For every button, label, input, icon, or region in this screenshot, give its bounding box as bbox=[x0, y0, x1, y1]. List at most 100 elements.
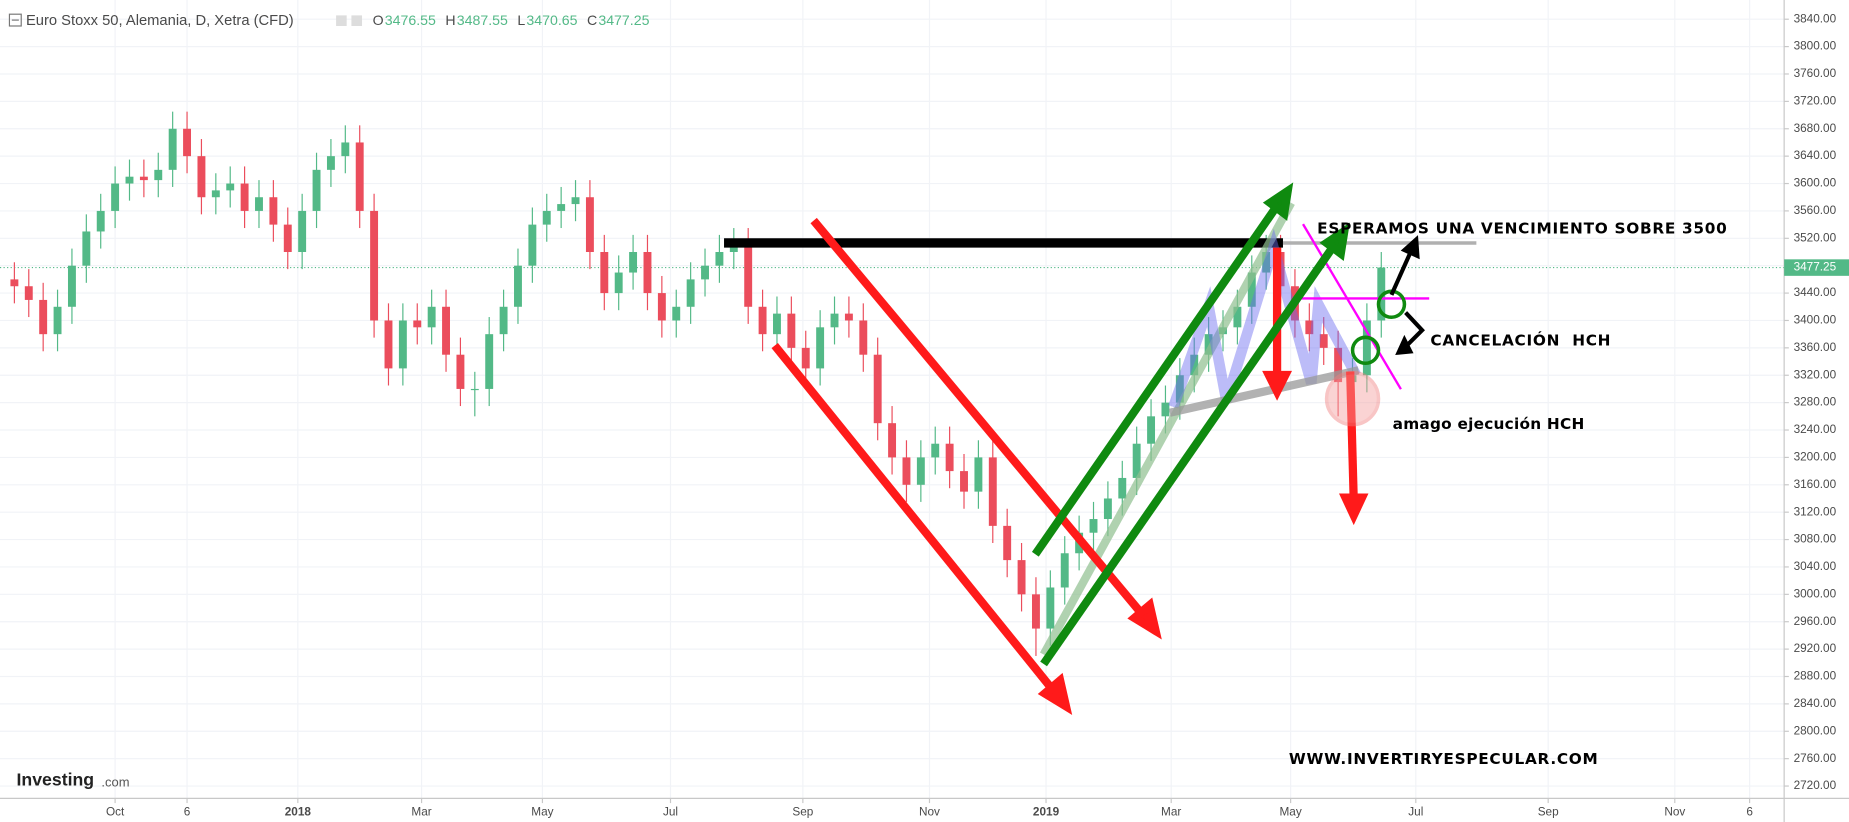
candle-body bbox=[945, 443, 954, 472]
x-tick-label: 6 bbox=[1746, 806, 1753, 819]
highlight-circle bbox=[1324, 370, 1381, 427]
candle-body bbox=[614, 272, 623, 294]
candle-body bbox=[988, 457, 997, 526]
candle-body bbox=[1319, 334, 1328, 348]
ohlc-key: O bbox=[373, 12, 384, 28]
x-tick-label: Nov bbox=[1664, 806, 1685, 819]
icon[interactable] bbox=[336, 15, 347, 26]
y-tick-label: 3680.00 bbox=[1794, 122, 1837, 135]
candle-body bbox=[1118, 477, 1127, 499]
trend-line bbox=[1302, 223, 1402, 390]
candle-body bbox=[744, 245, 753, 307]
candle-body bbox=[211, 190, 220, 198]
candle-body bbox=[701, 265, 709, 280]
y-tick-label: 3000.00 bbox=[1794, 587, 1837, 600]
candle-body bbox=[255, 197, 263, 211]
x-tick-label: Jul bbox=[1408, 806, 1423, 819]
candle-body bbox=[183, 128, 192, 157]
logo: Investing bbox=[17, 769, 95, 789]
candle-body bbox=[1175, 375, 1184, 403]
candle-body bbox=[326, 156, 335, 170]
y-tick-label: 3320.00 bbox=[1794, 368, 1837, 381]
arrow bbox=[1346, 371, 1358, 501]
candle-body bbox=[298, 210, 307, 253]
candle-body bbox=[398, 320, 407, 369]
candle-body bbox=[312, 169, 321, 211]
arrowhead bbox=[1262, 182, 1294, 221]
x-tick-label: Mar bbox=[1161, 806, 1181, 819]
candle-body bbox=[1132, 443, 1141, 478]
y-tick-label: 2960.00 bbox=[1794, 615, 1837, 628]
ohlc-value: 3487.55 bbox=[457, 12, 508, 28]
candle-body bbox=[53, 306, 62, 335]
x-tick-label: Sep bbox=[1538, 806, 1559, 819]
candle-body bbox=[82, 231, 91, 266]
candle-body bbox=[125, 176, 134, 184]
candle-body bbox=[787, 313, 796, 348]
candle-body bbox=[600, 252, 609, 294]
axes: 2720.00 2760.00 2800.00 2840.00 2880.00 2920.… bbox=[106, 12, 1849, 819]
icon[interactable] bbox=[351, 15, 363, 26]
arrow bbox=[1401, 311, 1425, 351]
neckline bbox=[1168, 366, 1360, 417]
candle-body bbox=[1147, 416, 1156, 444]
candle-body bbox=[960, 471, 968, 492]
candle-body bbox=[168, 128, 177, 170]
arrow bbox=[771, 342, 1060, 698]
candle-body bbox=[672, 306, 681, 321]
candle-body bbox=[686, 279, 695, 307]
candle-body bbox=[758, 306, 767, 335]
annotation: CANCELACIÓN HCH bbox=[1430, 330, 1611, 349]
candle-body bbox=[1060, 553, 1069, 588]
arrowhead bbox=[1338, 493, 1369, 526]
y-tick-label: 3400.00 bbox=[1794, 314, 1837, 327]
candle-body bbox=[197, 156, 206, 198]
candle-body bbox=[427, 306, 436, 328]
candle-body bbox=[830, 313, 839, 328]
channel-line bbox=[1039, 200, 1295, 657]
y-tick-label: 3040.00 bbox=[1794, 560, 1837, 573]
ohlc-value: 3470.65 bbox=[526, 12, 577, 28]
candle-body bbox=[1362, 320, 1371, 376]
x-tick-label: 6 bbox=[184, 806, 191, 819]
ohlc-key: C bbox=[587, 12, 597, 28]
ohlc-value: 3477.25 bbox=[598, 12, 649, 28]
y-tick-label: 3360.00 bbox=[1794, 341, 1837, 354]
arrow bbox=[1040, 241, 1339, 667]
candle-body bbox=[384, 320, 393, 369]
candle-body bbox=[873, 354, 882, 424]
x-tick-label: Jul bbox=[663, 806, 678, 819]
candle-body bbox=[341, 142, 350, 157]
last-price-tag bbox=[1784, 259, 1849, 276]
y-tick-label: 3720.00 bbox=[1794, 94, 1837, 107]
candle-body bbox=[269, 197, 278, 225]
y-tick-label: 3600.00 bbox=[1794, 177, 1837, 190]
candle-body bbox=[485, 334, 494, 389]
candle-body bbox=[442, 306, 450, 355]
candle-body bbox=[528, 224, 537, 266]
candle-body bbox=[499, 306, 508, 335]
candle-body bbox=[816, 327, 825, 369]
candle-body bbox=[370, 210, 379, 321]
highlight-circle bbox=[1350, 335, 1381, 366]
candle-body bbox=[139, 176, 148, 181]
y-tick-label: 3800.00 bbox=[1794, 40, 1837, 53]
candle-body bbox=[542, 210, 551, 225]
arrow bbox=[1031, 201, 1282, 557]
y-tick-label: 3640.00 bbox=[1794, 149, 1837, 162]
candle-body bbox=[1305, 320, 1314, 335]
x-tick-label: May bbox=[531, 806, 553, 819]
y-tick-label: 3520.00 bbox=[1794, 231, 1837, 244]
logo: .com bbox=[101, 774, 129, 789]
x-tick-label: Oct bbox=[106, 806, 125, 819]
candle-body bbox=[1334, 347, 1343, 383]
candle-body bbox=[1190, 354, 1199, 376]
y-tick-label: 3240.00 bbox=[1794, 423, 1837, 436]
candle-body bbox=[470, 388, 479, 391]
candle-body bbox=[902, 457, 911, 485]
collapse-icon[interactable] bbox=[8, 13, 22, 27]
candle-body bbox=[1017, 560, 1026, 595]
chart-title: Euro Stoxx 50, Alemania, D, Xetra (CFD) bbox=[26, 13, 294, 29]
